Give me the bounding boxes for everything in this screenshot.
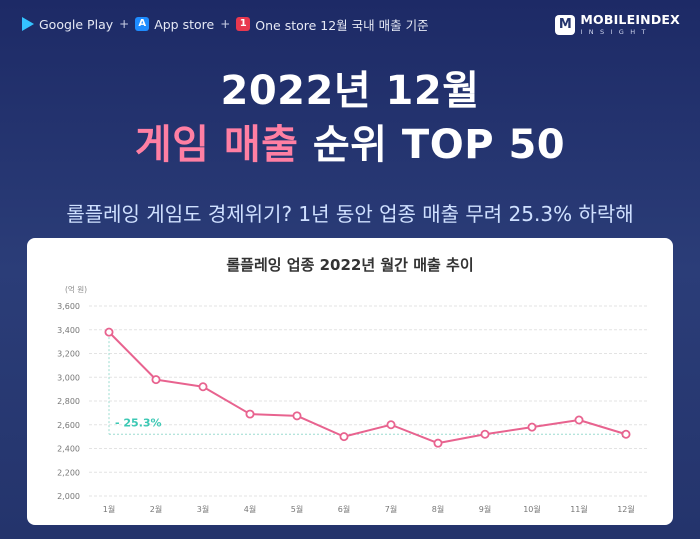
y-tick-label: 3,400 — [57, 326, 80, 335]
google-play-icon — [22, 17, 34, 31]
page-title-line1: 2022년 12월 — [220, 68, 480, 114]
plus-separator: + — [119, 17, 130, 31]
data-sources: Google Play + A App store + 1 One store … — [22, 14, 429, 34]
chart-title: 롤플레잉 업종 2022년 월간 매출 추이 — [226, 256, 474, 274]
brand-mark-icon: M — [555, 14, 576, 35]
y-unit-label: (억 원) — [65, 285, 87, 294]
x-tick-label: 5월 — [291, 504, 303, 514]
brand-sub: INSIGHT — [580, 27, 652, 36]
x-tick-label: 2월 — [150, 504, 162, 514]
y-tick-label: 2,200 — [57, 468, 80, 477]
brand-text: MOBILEINDEX INSIGHT — [580, 12, 680, 36]
data-point — [104, 327, 114, 337]
y-tick-label: 2,400 — [57, 445, 80, 454]
source-google-play: Google Play — [22, 17, 113, 32]
source-one-store: 1 One store 12월 국내 매출 기준 — [236, 15, 429, 34]
data-point — [339, 432, 349, 442]
one-store-icon: 1 — [236, 17, 251, 31]
source-label: Google Play — [39, 16, 114, 32]
chart-card: 롤플레잉 업종 2022년 월간 매출 추이 (억 원) 2,000 2,200 2,… — [27, 238, 673, 525]
data-point — [527, 422, 537, 432]
title-highlight: 게임 매출 — [134, 122, 299, 168]
x-tick-label: 9월 — [479, 504, 491, 514]
x-tick-label: 10월 — [523, 504, 541, 514]
annotation-label: - 25.3% — [115, 416, 162, 429]
mobileindex-logo: M MOBILEINDEX INSIGHT — [555, 12, 680, 36]
y-tick-label: 2,800 — [57, 397, 80, 406]
x-tick-label: 3월 — [197, 504, 209, 514]
data-point — [480, 429, 490, 439]
title-rest: 순위 TOP 50 — [298, 122, 566, 168]
line-chart: (억 원) 2,000 2,200 2,400 2,600 2,800 3,000 3,200… — [57, 285, 649, 514]
page-subtitle: 롤플레잉 게임도 경제위기? 1년 동안 업종 매출 무려 25.3% 하락해 — [66, 202, 634, 226]
data-point — [198, 382, 208, 392]
data-point — [292, 411, 302, 421]
data-point — [433, 438, 443, 448]
x-tick-label: 4월 — [244, 504, 256, 514]
y-tick-label: 2,000 — [57, 492, 80, 501]
y-tick-label: 3,600 — [57, 302, 80, 311]
y-tick-label: 3,000 — [57, 373, 80, 382]
source-label: App store — [154, 16, 215, 32]
y-tick-label: 2,600 — [57, 421, 80, 430]
data-point — [386, 420, 396, 430]
source-label: One store 12월 국내 매출 기준 — [255, 17, 429, 33]
x-tick-label: 12월 — [617, 504, 635, 514]
app-store-icon: A — [135, 17, 150, 31]
page-title-line2: 게임 매출 순위 TOP 50 — [0, 112, 700, 170]
data-point — [574, 415, 584, 425]
x-tick-label: 11월 — [570, 504, 588, 514]
y-tick-label: 3,200 — [57, 350, 80, 359]
series-line — [108, 331, 627, 445]
data-point — [151, 375, 161, 385]
x-tick-label: 8월 — [432, 504, 444, 514]
plus-separator: + — [220, 17, 231, 31]
x-tick-label: 7월 — [385, 504, 397, 514]
data-point — [621, 429, 631, 439]
x-tick-label: 1월 — [103, 504, 115, 514]
source-app-store: A App store — [135, 17, 214, 32]
x-tick-label: 6월 — [338, 504, 350, 514]
data-point — [245, 409, 255, 419]
brand-name: MOBILEINDEX — [580, 12, 680, 27]
